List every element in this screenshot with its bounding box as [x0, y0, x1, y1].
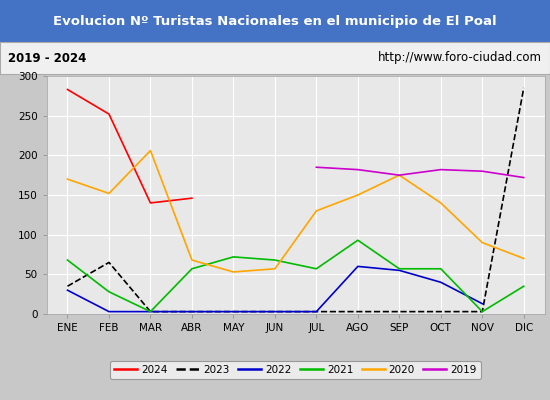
Text: Evolucion Nº Turistas Nacionales en el municipio de El Poal: Evolucion Nº Turistas Nacionales en el m…	[53, 14, 497, 28]
Legend: 2024, 2023, 2022, 2021, 2020, 2019: 2024, 2023, 2022, 2021, 2020, 2019	[111, 361, 481, 379]
Text: http://www.foro-ciudad.com: http://www.foro-ciudad.com	[378, 52, 542, 64]
Text: 2019 - 2024: 2019 - 2024	[8, 52, 87, 64]
